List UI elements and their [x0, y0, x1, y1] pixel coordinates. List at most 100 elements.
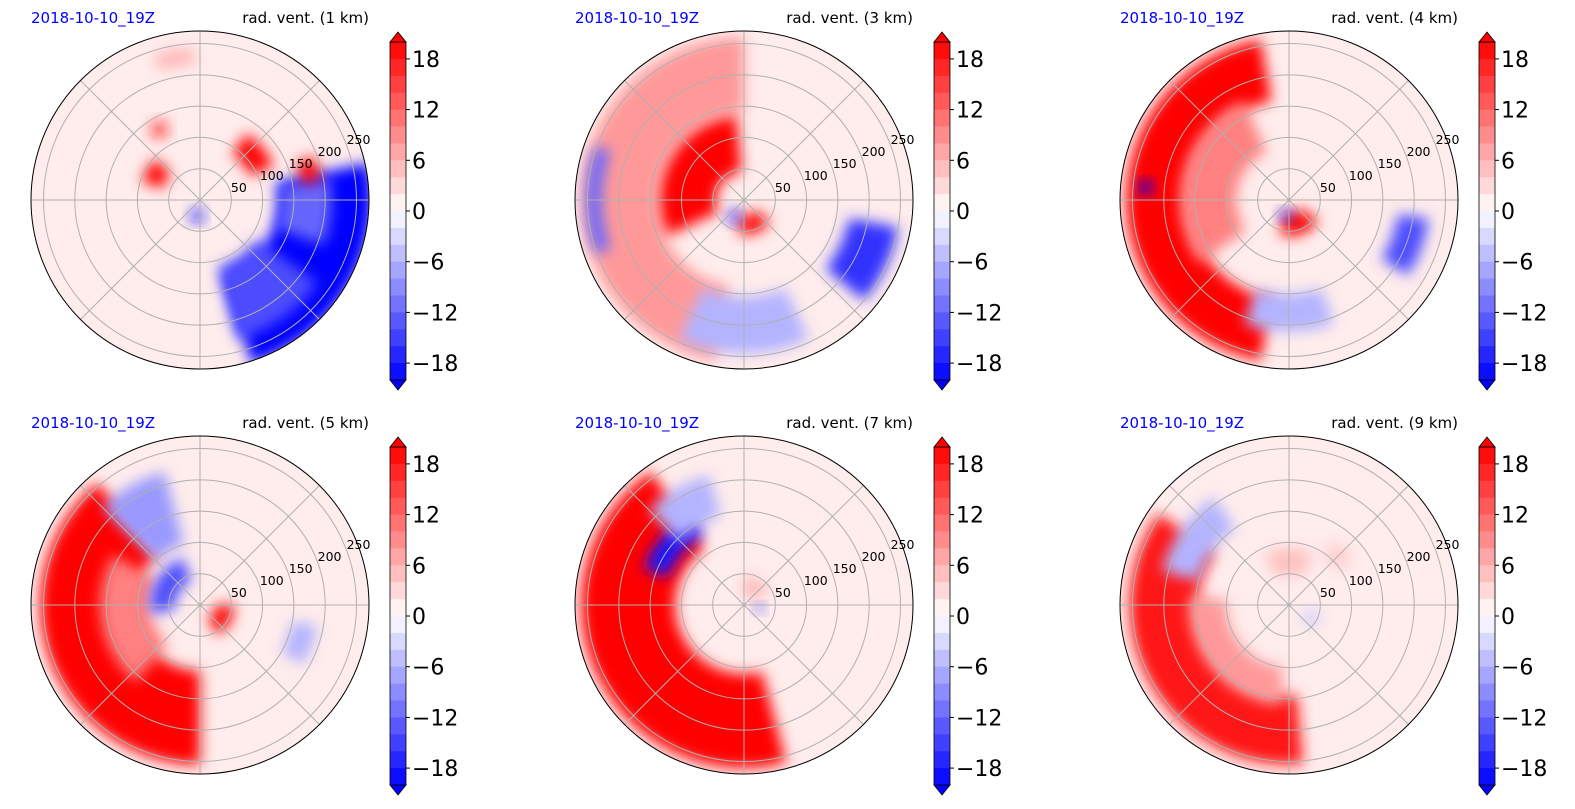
- colorbar-segment: [390, 227, 406, 246]
- velocity-region: [581, 37, 744, 361]
- colorbar-tick-label: −6: [956, 251, 988, 276]
- azimuth-line: [199, 199, 320, 320]
- colorbar: 18 12 6 0 −18 −12 −6: [1478, 31, 1547, 391]
- colorbar-segment: [934, 649, 950, 668]
- range-ring-label: 150: [289, 561, 313, 576]
- range-ring-label: 50: [1320, 180, 1336, 195]
- colorbar-tick-label: 12: [412, 504, 440, 529]
- colorbar-tick-label: 12: [412, 99, 440, 124]
- polar-boundary: [574, 30, 914, 370]
- colorbar-segment: [1479, 244, 1495, 263]
- colorbar-tick-label: 6: [1501, 149, 1515, 174]
- colorbar-segment: [934, 616, 950, 634]
- colorbar-segment: [1479, 531, 1495, 549]
- azimuth-line: [80, 80, 201, 201]
- colorbar-segment: [934, 92, 950, 111]
- colorbar-segment: [390, 548, 406, 566]
- colorbar-segment: [934, 463, 950, 482]
- azimuth-line: [624, 199, 745, 320]
- range-ring-label: 200: [1407, 549, 1431, 564]
- colorbar-segment: [1479, 497, 1495, 516]
- azimuth-line: [1288, 199, 1409, 320]
- colorbar-segment: [934, 312, 950, 330]
- colorbar-segment: [934, 497, 950, 516]
- velocity-region: [102, 471, 184, 561]
- colorbar-segment: [934, 75, 950, 94]
- colorbar-extend-min: [933, 784, 951, 796]
- range-ring-label: 150: [289, 156, 313, 171]
- range-ring-label: 150: [833, 156, 857, 171]
- range-ring-label: 200: [318, 549, 342, 564]
- colorbar-segment: [934, 531, 950, 549]
- colorbar-segment: [390, 329, 406, 347]
- velocity-region: [648, 475, 721, 541]
- colorbar-segment: [934, 700, 950, 718]
- velocity-region: [141, 158, 172, 189]
- colorbar-segment: [390, 683, 406, 701]
- colorbar-segment: [1479, 616, 1495, 634]
- colorbar-segment: [390, 363, 406, 381]
- colorbar-segment: [1479, 447, 1495, 465]
- azimuth-line: [624, 604, 745, 725]
- colorbar-tick-label: 12: [1501, 504, 1529, 529]
- velocity-region: [1162, 497, 1236, 581]
- panel-title: rad. vent. (5 km): [242, 414, 369, 432]
- colorbar-tick-label: −12: [1501, 706, 1547, 731]
- colorbar-extend-min: [1478, 784, 1496, 796]
- colorbar-extend-min: [1478, 379, 1496, 391]
- velocity-region: [581, 471, 787, 768]
- time-label: 2018-10-10_19Z: [1120, 9, 1244, 28]
- time-label: 2018-10-10_19Z: [31, 9, 155, 28]
- range-ring-label: 250: [347, 132, 371, 147]
- polar-panel: 50 100 150 200 250 2018-10-10_19Z rad. vent. (…: [1119, 9, 1459, 370]
- colorbar-segment: [1479, 632, 1495, 651]
- colorbar-segment: [934, 565, 950, 583]
- colorbar-segment: [1479, 126, 1495, 144]
- colorbar-segment: [390, 717, 406, 735]
- colorbar-segment: [1479, 261, 1495, 280]
- colorbar-segment: [1479, 42, 1495, 60]
- colorbar-extend-min: [389, 784, 407, 796]
- colorbar-segment: [1479, 768, 1495, 786]
- colorbar-segment: [934, 244, 950, 263]
- colorbar-tick-label: 6: [956, 149, 970, 174]
- velocity-region: [726, 208, 741, 225]
- range-ring-label: 200: [862, 549, 886, 564]
- velocity-region: [99, 554, 168, 682]
- panel-title: rad. vent. (4 km): [1331, 9, 1458, 27]
- colorbar-segment: [390, 126, 406, 144]
- colorbar-segment: [390, 194, 406, 212]
- colorbar-tick-label: 6: [412, 554, 426, 579]
- range-ring-label: 100: [260, 573, 284, 588]
- colorbar-segment: [390, 160, 406, 178]
- colorbar-segment: [934, 768, 950, 786]
- colorbar-tick-label: 12: [956, 504, 984, 529]
- colorbar-segment: [934, 160, 950, 178]
- polar-boundary: [30, 30, 370, 370]
- colorbar: 18 12 6 0 −18 −12 −6: [1478, 436, 1547, 796]
- panel-title: rad. vent. (9 km): [1331, 414, 1458, 432]
- colorbar: 18 12 6 0 −18 −12 −6: [933, 436, 1002, 796]
- colorbar-tick-label: −6: [1501, 251, 1533, 276]
- colorbar-segment: [390, 531, 406, 549]
- azimuth-line: [624, 485, 745, 606]
- velocity-region: [232, 133, 274, 177]
- range-ring-label: 100: [1349, 168, 1373, 183]
- velocity-field: [40, 471, 318, 765]
- colorbar-segment: [934, 109, 950, 127]
- colorbar-segment: [1479, 143, 1495, 161]
- colorbar-tick-label: −18: [412, 757, 458, 782]
- velocity-field: [1126, 39, 1429, 361]
- velocity-region: [754, 604, 765, 613]
- colorbar-segment: [390, 143, 406, 161]
- panel-title: rad. vent. (3 km): [786, 9, 913, 27]
- azimuth-line: [1288, 80, 1409, 201]
- colorbar-segment: [934, 582, 950, 600]
- azimuth-line: [1169, 604, 1290, 725]
- colorbar-segment: [390, 75, 406, 94]
- velocity-region: [1138, 180, 1153, 194]
- range-ring-label: 250: [891, 537, 915, 552]
- azimuth-line: [199, 80, 320, 201]
- colorbar-segment: [934, 143, 950, 161]
- colorbar-segment: [934, 751, 950, 769]
